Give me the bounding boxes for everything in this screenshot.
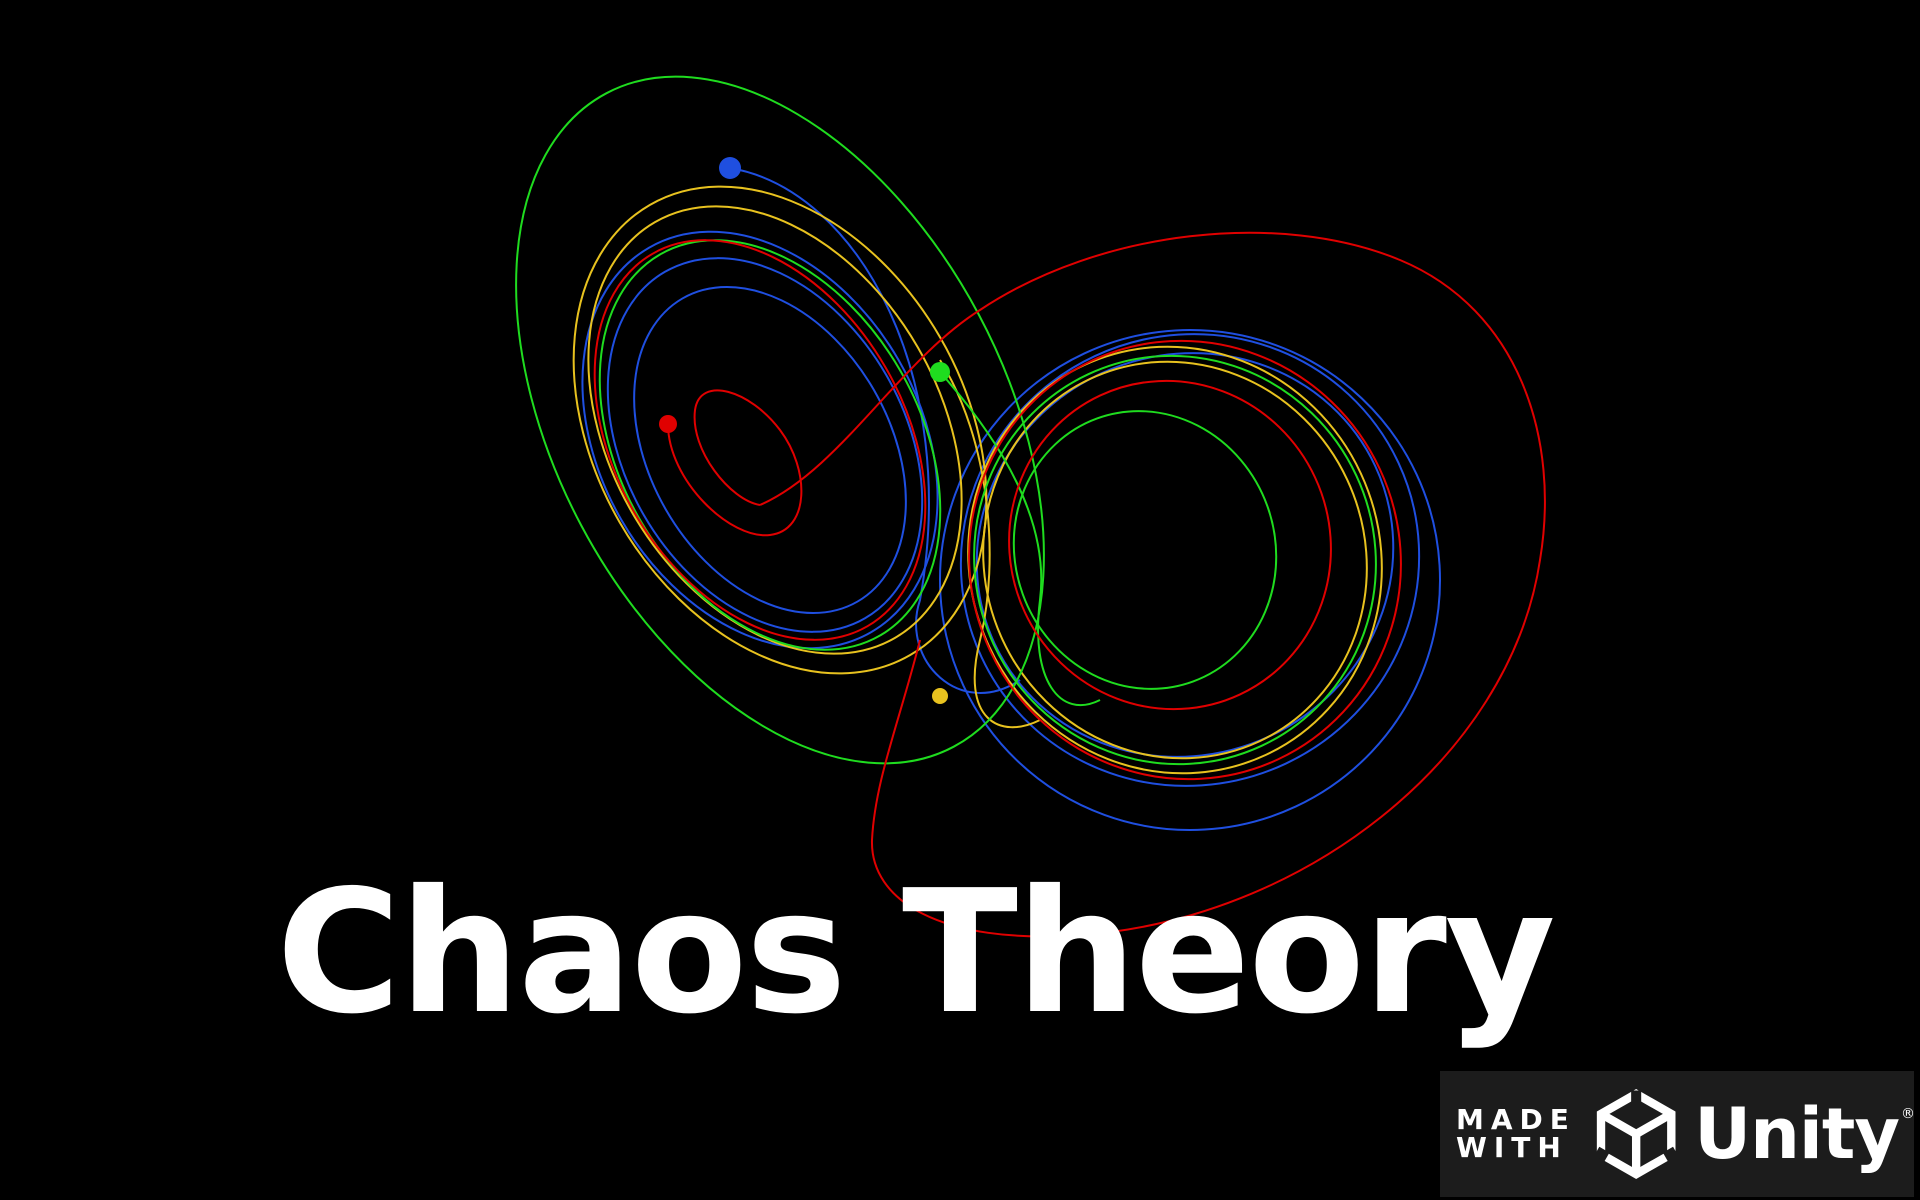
yellow-loop-right-2 <box>982 360 1368 760</box>
particle-red <box>659 415 677 433</box>
red-loop-left <box>593 239 927 641</box>
blue-loop-right-1 <box>939 329 1441 831</box>
trajectory-yellow <box>572 185 1383 775</box>
green-loop-left-outer <box>515 75 1045 765</box>
unity-cube-icon <box>1595 1089 1677 1179</box>
particle-yellow <box>932 688 948 704</box>
made-with-text: MADE WITH <box>1456 1106 1576 1162</box>
red-inner-spiral <box>667 389 803 537</box>
green-loop-left-inner <box>598 239 942 651</box>
green-loop-right-1 <box>973 354 1377 766</box>
registered-mark: ® <box>1901 1106 1915 1122</box>
trajectory-red <box>593 231 1546 938</box>
game-title: Chaos Theory <box>276 854 1555 1052</box>
particle-blue <box>719 157 741 179</box>
green-loop-right-2 <box>1012 410 1278 690</box>
red-loop-right-2 <box>1008 379 1332 711</box>
trajectory-green <box>515 75 1377 766</box>
made-with-line-1: MADE <box>1456 1103 1576 1136</box>
blue-loop-left-3 <box>633 286 907 614</box>
green-crossing <box>939 371 1101 706</box>
blue-loop-left-1 <box>581 230 939 650</box>
trajectory-blue <box>581 167 1441 831</box>
unity-brand: Unity <box>1694 1093 1900 1175</box>
red-crossing <box>759 231 1546 938</box>
made-with-line-2: WITH <box>1456 1131 1568 1164</box>
unity-wordmark: Unity ® <box>1694 1099 1915 1169</box>
blue-loop-right-2 <box>959 333 1421 787</box>
made-with-unity-badge: MADE WITH Unity ® <box>1440 1071 1915 1197</box>
blue-loop-left-2 <box>606 257 924 633</box>
yellow-crossing <box>939 359 1041 729</box>
red-loop-right-1 <box>968 339 1402 781</box>
particle-green <box>930 362 950 382</box>
yellow-loop-left-2 <box>587 205 963 655</box>
yellow-loop-left-1 <box>572 185 988 675</box>
